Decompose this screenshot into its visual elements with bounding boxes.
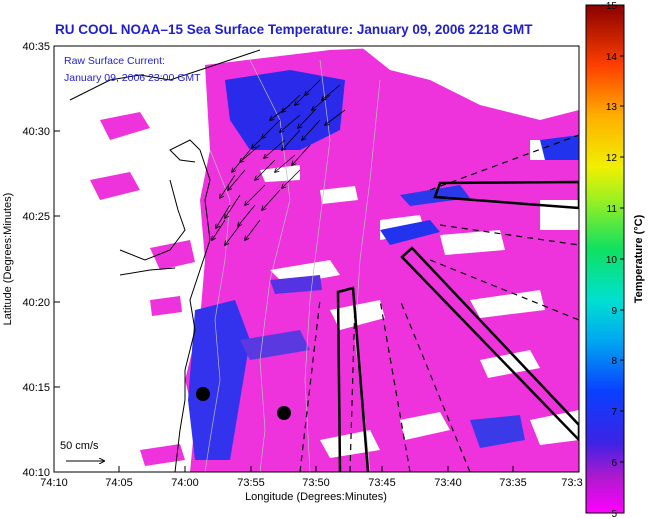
colorbar-tick-label: 12 — [606, 153, 618, 164]
station-marker — [277, 406, 291, 420]
colorbar-label: Temperature (°C) — [633, 214, 645, 303]
colorbar — [585, 4, 625, 514]
y-tick-label: 40:30 — [22, 126, 50, 138]
x-tick-label: 74:05 — [105, 477, 133, 489]
colorbar-ticks — [620, 4, 624, 514]
coastline — [69, 49, 261, 472]
y-tick-label: 40:35 — [22, 41, 50, 53]
station-marker — [196, 387, 210, 401]
colorbar-tick-labels: 15 14 13 12 11 10 9 8 7 6 5 — [606, 1, 618, 519]
y-axis-label: Latitude (Degrees:Minutes) — [2, 193, 14, 326]
current-vectors — [212, 79, 346, 245]
current-note-line2: January 09, 2006 23:00 GMT — [64, 72, 201, 84]
x-tick-label: 74:00 — [171, 477, 199, 489]
colorbar-tick-label: 9 — [611, 306, 617, 317]
page-title: RU COOL NOAA–15 Sea Surface Temperature:… — [55, 22, 533, 37]
x-tick-label: 73:3 — [561, 477, 582, 489]
sst-field — [54, 46, 579, 472]
x-tick-label: 73:35 — [499, 477, 527, 489]
y-tick-label: 40:20 — [22, 297, 50, 309]
y-tick-label: 40:25 — [22, 211, 50, 223]
colorbar-tick-label: 7 — [611, 407, 617, 418]
colorbar-tick-label: 5 — [611, 509, 617, 519]
colorbar-tick-label: 10 — [606, 255, 618, 266]
colorbar-tick-label: 6 — [611, 458, 617, 469]
x-tick-label: 73:55 — [237, 477, 265, 489]
x-tick-label: 73:40 — [434, 477, 462, 489]
y-tick-label: 40:15 — [22, 382, 50, 394]
x-axis-label: Longitude (Degrees:Minutes) — [245, 491, 387, 503]
colorbar-tick-label: 8 — [611, 356, 617, 367]
x-tick-label: 74:10 — [40, 477, 68, 489]
x-tick-label: 73:45 — [368, 477, 396, 489]
colorbar-tick-label: 13 — [606, 102, 618, 113]
y-axis-ticks — [54, 45, 60, 473]
scale-label: 50 cm/s — [60, 440, 99, 452]
colorbar-tick-label: 11 — [607, 204, 618, 215]
colorbar-tick-label: 14 — [606, 52, 618, 63]
shipping-lanes — [299, 134, 579, 472]
colorbar-tick-label: 15 — [606, 1, 618, 12]
current-note-line1: Raw Surface Current: — [64, 55, 165, 67]
restricted-zones — [336, 180, 579, 472]
x-axis-ticks — [53, 466, 580, 472]
x-tick-label: 73:50 — [302, 477, 330, 489]
x-axis-tick-labels: 74:10 74:05 74:00 73:55 73:50 73:45 73:4… — [40, 477, 582, 489]
y-tick-label: 40:10 — [22, 467, 50, 479]
y-axis-tick-labels: 40:35 40:30 40:25 40:20 40:15 40:10 — [22, 41, 50, 479]
